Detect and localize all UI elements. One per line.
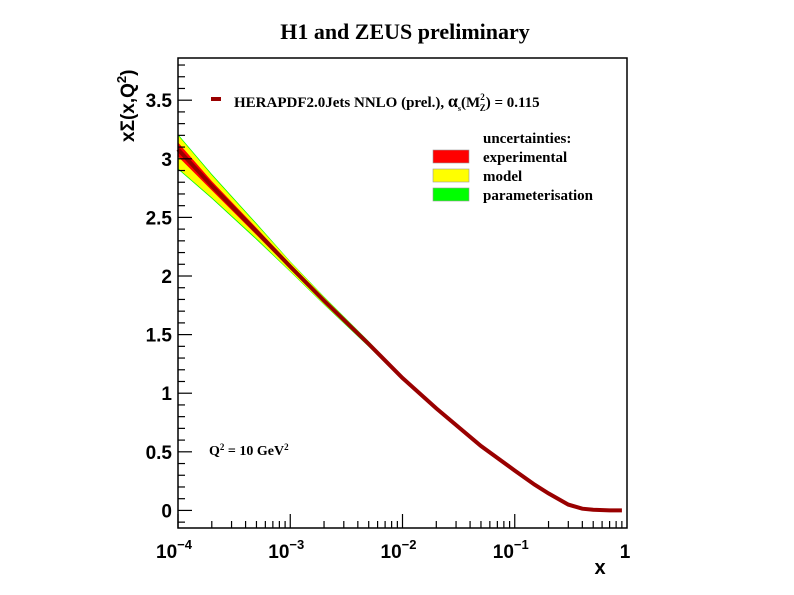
x-tick-base: 10 xyxy=(268,542,289,563)
y-axis-label-sup: 2 xyxy=(114,76,129,83)
x-tick-exponent: −4 xyxy=(177,537,193,552)
legend-arg-close: ) = 0.115 xyxy=(486,95,540,111)
legend-entry-label: HERAPDF2.0Jets NNLO (prel.), xyxy=(234,95,448,111)
y-tick-label: 2 xyxy=(161,267,172,288)
q2-annotation-q: Q xyxy=(209,444,220,459)
legend-swatch-model xyxy=(432,168,470,183)
x-tick-exponent: −2 xyxy=(402,537,417,552)
axis-ticks xyxy=(177,64,623,528)
y-tick-label: 2.5 xyxy=(146,208,173,229)
legend-swatch-experimental xyxy=(432,149,470,164)
legend-label-experimental: experimental xyxy=(483,150,567,166)
x-tick-exponent: −3 xyxy=(289,537,304,552)
y-tick-label: 3 xyxy=(161,150,172,171)
y-tick-label: 0 xyxy=(161,501,172,522)
x-tick-label: 1 xyxy=(620,542,631,563)
legend-arg-sub: Z xyxy=(480,103,486,113)
y-axis-label-close: ) xyxy=(118,70,139,76)
legend-label-parameterisation: parameterisation xyxy=(483,188,594,204)
legend-alpha: α xyxy=(448,91,458,111)
central-curve xyxy=(176,148,622,513)
legend-swatch-parameterisation xyxy=(432,187,470,202)
legend-arg-sup: 2 xyxy=(480,92,485,102)
legend: HERAPDF2.0Jets NNLO (prel.), αs(M2 Z) = 0… xyxy=(211,91,594,204)
legend-arg-open: (M xyxy=(461,95,480,111)
x-tick-base: 10 xyxy=(381,542,402,563)
chart-title: H1 and ZEUS preliminary xyxy=(280,19,530,44)
q2-annotation: Q2 = 10 GeV2 xyxy=(209,442,289,459)
x-tick-label: 10−3 xyxy=(268,537,304,563)
legend-label-model: model xyxy=(483,169,522,185)
x-tick-base: 1 xyxy=(620,542,631,563)
x-tick-label: 10−2 xyxy=(381,537,417,563)
x-tick-base: 10 xyxy=(156,542,177,563)
x-tick-label: 10−1 xyxy=(493,537,529,563)
q2-annotation-sup2: 2 xyxy=(284,442,289,452)
x-tick-exponent: −1 xyxy=(514,537,529,552)
q2-annotation-sup: 2 xyxy=(220,442,225,452)
y-tick-label: 0.5 xyxy=(146,443,173,464)
uncertainties-title: uncertainties: xyxy=(483,131,571,147)
plot-area xyxy=(176,134,622,513)
y-tick-label: 1 xyxy=(161,384,172,405)
y-tick-label: 3.5 xyxy=(146,91,173,112)
x-axis-label: x xyxy=(594,557,605,579)
y-axis-label-main: xΣ(x,Q xyxy=(118,83,139,142)
q2-annotation-mid: = 10 GeV xyxy=(224,444,284,459)
y-axis-label: xΣ(x,Q2) xyxy=(114,70,139,142)
legend-entry: HERAPDF2.0Jets NNLO (prel.), αs(M2 Z) = 0… xyxy=(234,91,540,113)
y-tick-label: 1.5 xyxy=(146,326,173,347)
x-tick-label: 10−4 xyxy=(156,537,193,563)
legend-line-swatch xyxy=(211,97,221,101)
legend-alpha-sub: s xyxy=(458,104,461,113)
x-tick-base: 10 xyxy=(493,542,514,563)
